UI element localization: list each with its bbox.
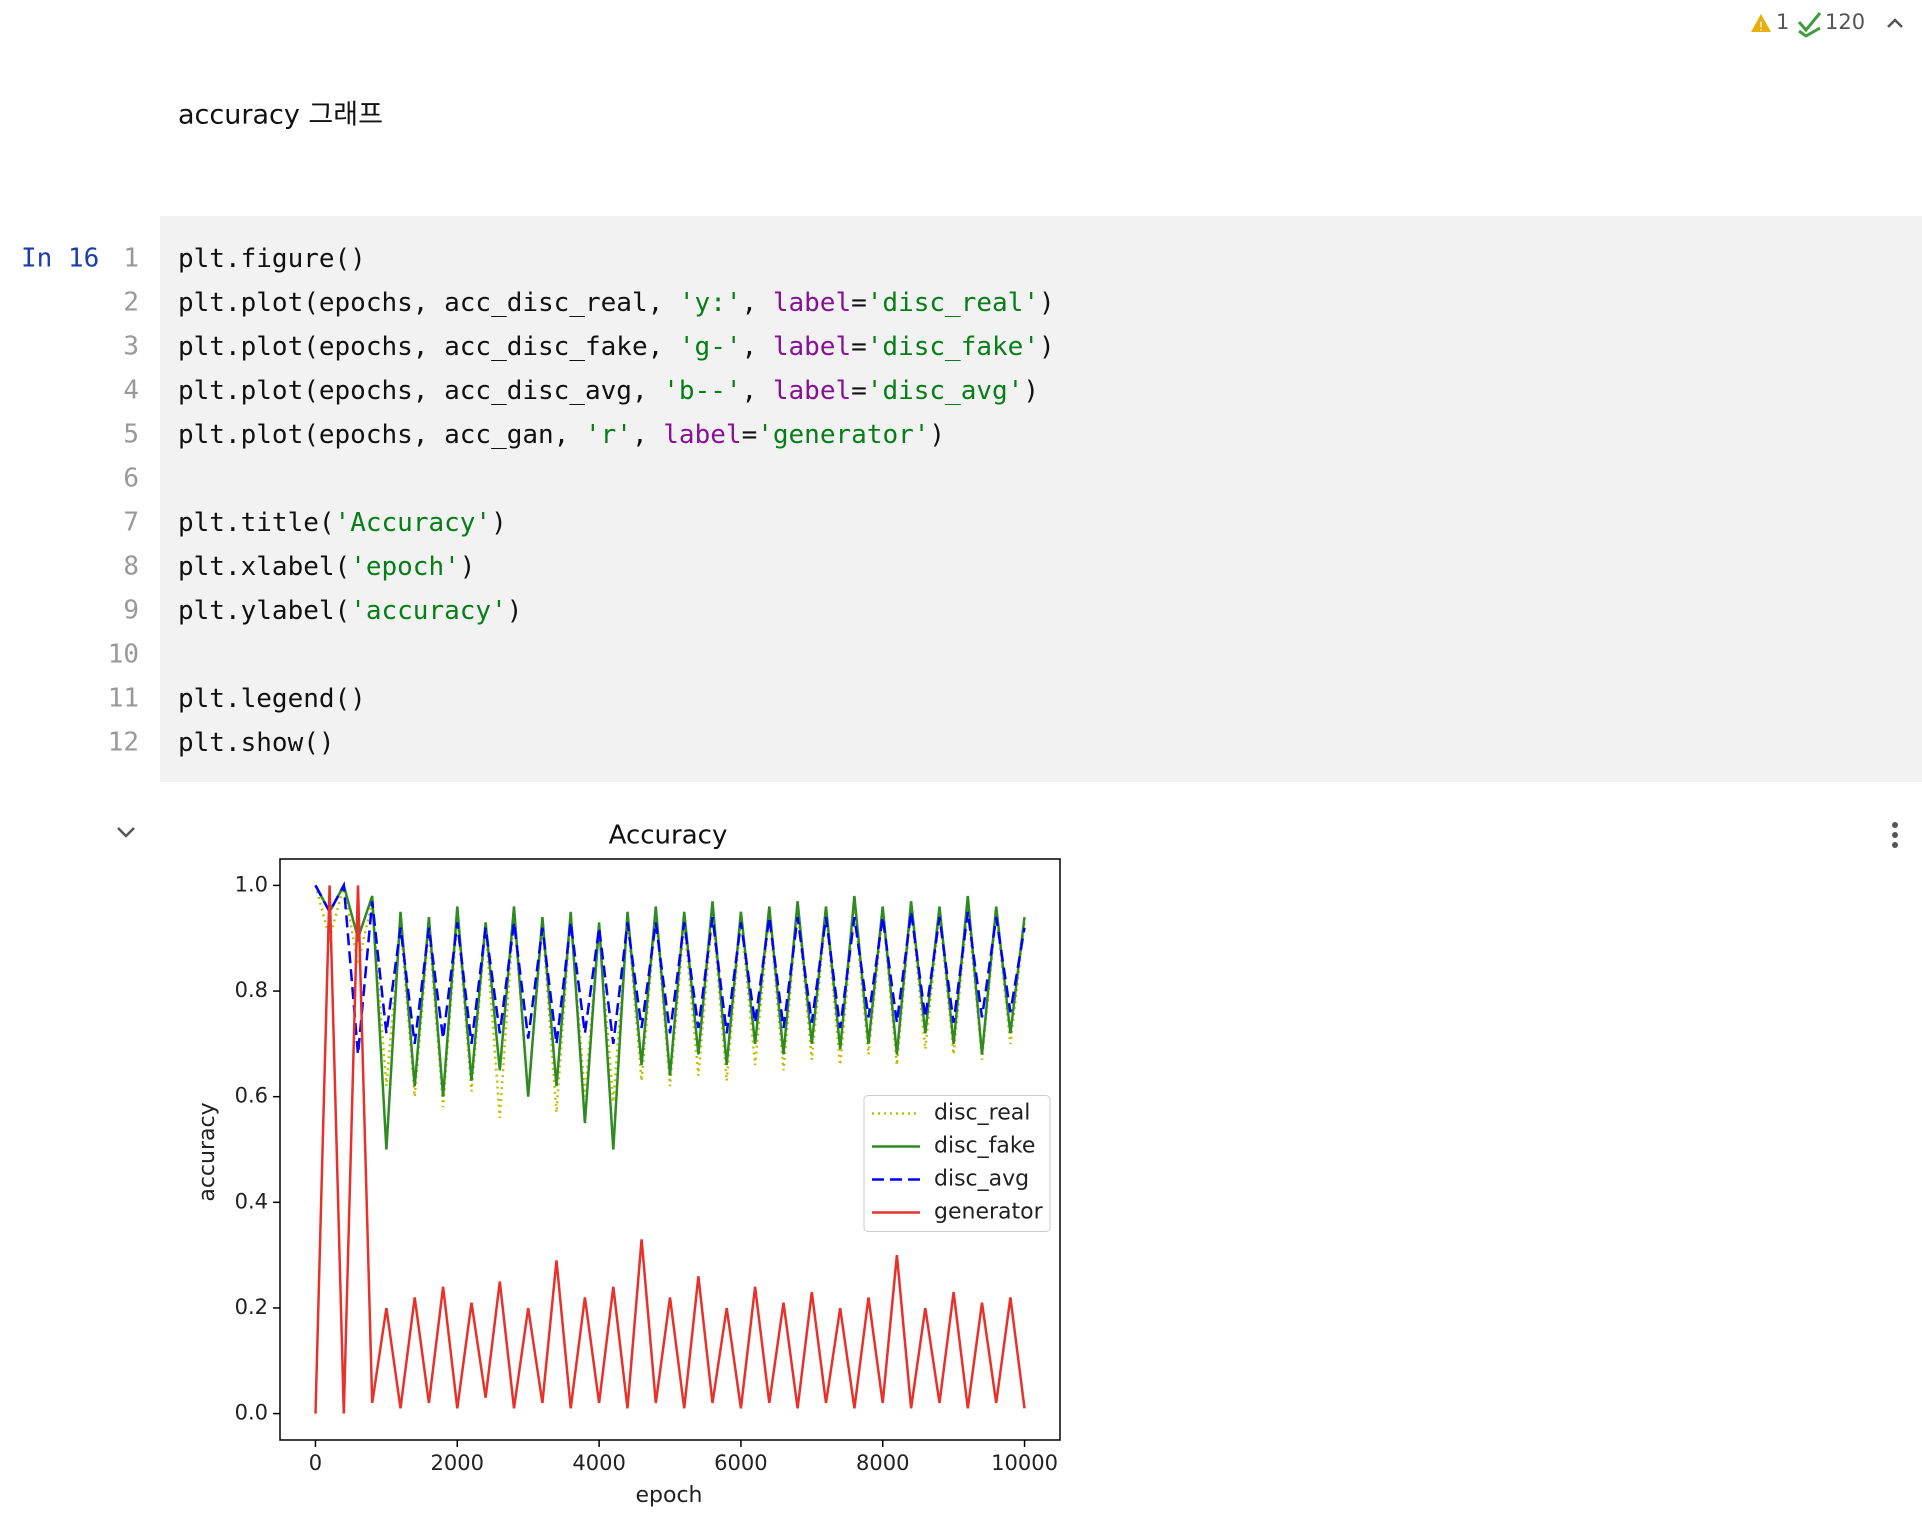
warning-count[interactable]: 1 (1776, 10, 1789, 34)
markdown-text: accuracy 그래프 (178, 100, 383, 131)
collapse-output[interactable] (117, 827, 135, 838)
x-tick-label: 2000 (431, 1451, 484, 1475)
code-line: plt.plot(epochs, acc_disc_real, 'y:', la… (178, 288, 1055, 318)
code-line: plt.show() (178, 728, 335, 758)
chart-title: Accuracy (609, 821, 728, 851)
warning-mark: ! (1759, 20, 1764, 34)
x-tick-label: 6000 (714, 1451, 767, 1475)
y-tick-label: 0.2 (235, 1295, 268, 1319)
x-tick-label: 8000 (856, 1451, 909, 1475)
x-tick-label: 4000 (572, 1451, 625, 1475)
code-line: plt.ylabel('accuracy') (178, 596, 522, 626)
legend-label: disc_avg (934, 1167, 1029, 1192)
line-number: 6 (123, 464, 139, 494)
line-number: 8 (123, 552, 139, 582)
code-cell[interactable] (160, 216, 1922, 782)
legend: disc_real disc_fake disc_avg generator (863, 1095, 1051, 1232)
x-tick-label: 10000 (991, 1451, 1058, 1475)
output-menu[interactable] (1892, 822, 1898, 848)
warning-icon[interactable] (1751, 14, 1771, 32)
series-line (314, 881, 1026, 1055)
y-tick-label: 0.8 (235, 978, 268, 1002)
code-line: plt.figure() (178, 244, 366, 274)
line-number: 11 (108, 684, 139, 714)
code-line: plt.legend() (178, 684, 366, 714)
code-line: plt.xlabel('epoch') (178, 552, 475, 582)
y-tick-label: 0.6 (235, 1084, 268, 1108)
line-number: 12 (108, 728, 139, 758)
collapse-toolbar[interactable] (1887, 18, 1903, 28)
legend-label: disc_real (934, 1101, 1030, 1126)
line-number: 1 (123, 244, 139, 274)
line-number: 7 (123, 508, 139, 538)
code-line: plt.plot(epochs, acc_disc_avg, 'b--', la… (178, 376, 1039, 406)
line-number: 3 (123, 332, 139, 362)
code-line: plt.title('Accuracy') (178, 508, 507, 538)
x-axis-label: epoch (636, 1483, 703, 1508)
line-number: 2 (123, 288, 139, 318)
cell-prompt: In 16 (21, 244, 99, 274)
axes-frame (279, 858, 1061, 1441)
line-number: 5 (123, 420, 139, 450)
code-line: plt.plot(epochs, acc_disc_fake, 'g-', la… (178, 332, 1055, 362)
legend-label: disc_fake (934, 1134, 1035, 1159)
line-number: 4 (123, 376, 139, 406)
code-lines: 1 plt.figure() 2 plt.plot(epochs, acc_disc_… (108, 244, 1055, 758)
y-tick-label: 0.4 (235, 1189, 268, 1213)
y-axis-label: accuracy (195, 1102, 220, 1201)
y-tick-label: 1.0 (235, 872, 268, 896)
check-icon[interactable] (1797, 12, 1822, 38)
code-line: plt.plot(epochs, acc_gan, 'r', label='ge… (178, 420, 945, 450)
check-count[interactable]: 120 (1825, 10, 1865, 34)
x-tick-label: 0 (309, 1451, 322, 1475)
line-number: 9 (123, 596, 139, 626)
line-number: 10 (108, 640, 139, 670)
plot: 0.0 0.2 0.4 0.6 0.8 1.0 0 2000 4000 6000 8000 10000… (235, 858, 1061, 1475)
series-line (314, 885, 1026, 1414)
y-tick-label: 0.0 (235, 1401, 268, 1425)
legend-label: generator (934, 1200, 1044, 1225)
legend-box (863, 1095, 1051, 1232)
